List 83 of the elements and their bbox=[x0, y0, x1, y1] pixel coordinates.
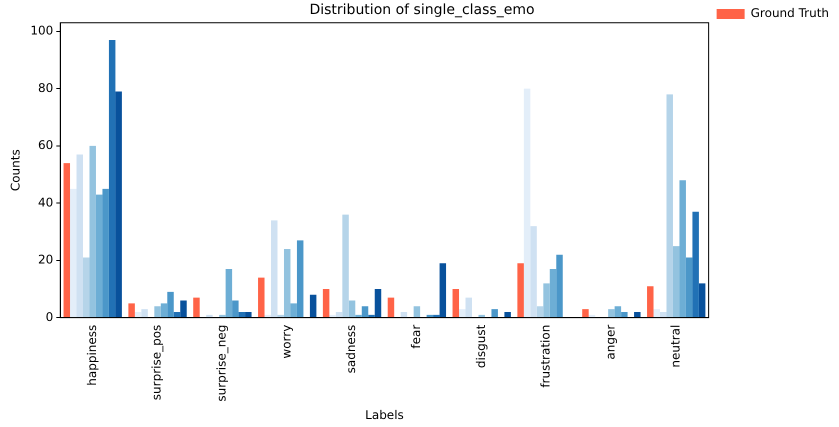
bar bbox=[608, 309, 615, 318]
bar bbox=[660, 312, 666, 318]
bar bbox=[647, 286, 654, 318]
x-axis-title: Labels bbox=[365, 408, 404, 422]
bar bbox=[258, 278, 265, 318]
x-tick-label: anger bbox=[604, 324, 618, 360]
bar bbox=[238, 312, 246, 318]
bar bbox=[543, 283, 550, 318]
bar bbox=[698, 283, 706, 318]
bar bbox=[108, 40, 116, 318]
bar bbox=[322, 289, 330, 318]
x-tick-label: neutral bbox=[668, 324, 682, 368]
bar bbox=[167, 292, 174, 318]
bar bbox=[193, 298, 200, 318]
y-tick-label: 60 bbox=[38, 138, 54, 152]
bar bbox=[64, 163, 70, 318]
bar bbox=[374, 289, 382, 318]
bar bbox=[536, 306, 544, 318]
bar bbox=[550, 269, 556, 318]
bar bbox=[440, 263, 446, 318]
bar bbox=[530, 226, 537, 318]
bar bbox=[621, 312, 628, 318]
bar bbox=[582, 309, 589, 318]
bar bbox=[284, 248, 290, 318]
bar bbox=[245, 312, 252, 318]
bar bbox=[232, 300, 239, 318]
x-tick-label: sadness bbox=[344, 324, 358, 374]
bar bbox=[452, 289, 460, 318]
bar bbox=[686, 258, 692, 318]
x-tick-label: frustration bbox=[538, 324, 553, 388]
x-tick-label: surprise_neg bbox=[214, 324, 229, 402]
y-tick-label: 20 bbox=[38, 252, 54, 267]
x-tick-label: happiness bbox=[84, 324, 99, 386]
x-tick-label: worry bbox=[279, 324, 294, 359]
bar bbox=[154, 306, 161, 318]
bar bbox=[400, 312, 408, 318]
bar bbox=[414, 306, 420, 318]
bar bbox=[504, 312, 511, 318]
bar bbox=[634, 312, 641, 318]
y-tick-label: 40 bbox=[38, 195, 54, 210]
bar bbox=[348, 300, 356, 318]
bar bbox=[310, 294, 316, 318]
bar bbox=[115, 92, 122, 318]
x-tick-label: surprise_pos bbox=[150, 324, 164, 400]
bar bbox=[517, 263, 524, 318]
bar bbox=[491, 309, 498, 318]
bar bbox=[180, 300, 187, 318]
bar bbox=[666, 94, 673, 318]
bar bbox=[296, 240, 304, 318]
y-tick-label: 80 bbox=[38, 80, 54, 95]
bar bbox=[160, 303, 168, 318]
bar bbox=[89, 146, 96, 318]
bar bbox=[362, 306, 368, 318]
y-tick-label: 100 bbox=[30, 24, 54, 38]
bar bbox=[556, 254, 563, 318]
bar bbox=[614, 306, 622, 318]
legend-label: Ground Truth bbox=[750, 6, 830, 20]
bar bbox=[226, 269, 232, 318]
bar bbox=[290, 303, 297, 318]
bar bbox=[141, 309, 148, 318]
bar bbox=[336, 312, 342, 318]
bar bbox=[679, 180, 686, 318]
bar bbox=[654, 309, 660, 318]
bar bbox=[692, 212, 699, 318]
bar bbox=[102, 188, 109, 318]
bar bbox=[342, 214, 349, 318]
bar bbox=[459, 309, 466, 318]
chart-title: Distribution of single_class_emo bbox=[309, 2, 535, 18]
bar bbox=[466, 298, 472, 318]
bar bbox=[128, 303, 135, 318]
y-axis-title: Counts bbox=[8, 149, 22, 192]
bar bbox=[76, 154, 83, 318]
bar bbox=[388, 298, 394, 318]
bar bbox=[672, 246, 680, 318]
bar bbox=[271, 220, 278, 318]
x-tick-label: fear bbox=[409, 324, 424, 349]
bar bbox=[134, 312, 142, 318]
x-tick-label: disgust bbox=[474, 324, 488, 368]
y-tick-label: 0 bbox=[46, 310, 54, 324]
bar bbox=[524, 88, 530, 318]
bar bbox=[70, 188, 77, 318]
bar bbox=[82, 258, 90, 318]
bar bbox=[96, 194, 102, 318]
